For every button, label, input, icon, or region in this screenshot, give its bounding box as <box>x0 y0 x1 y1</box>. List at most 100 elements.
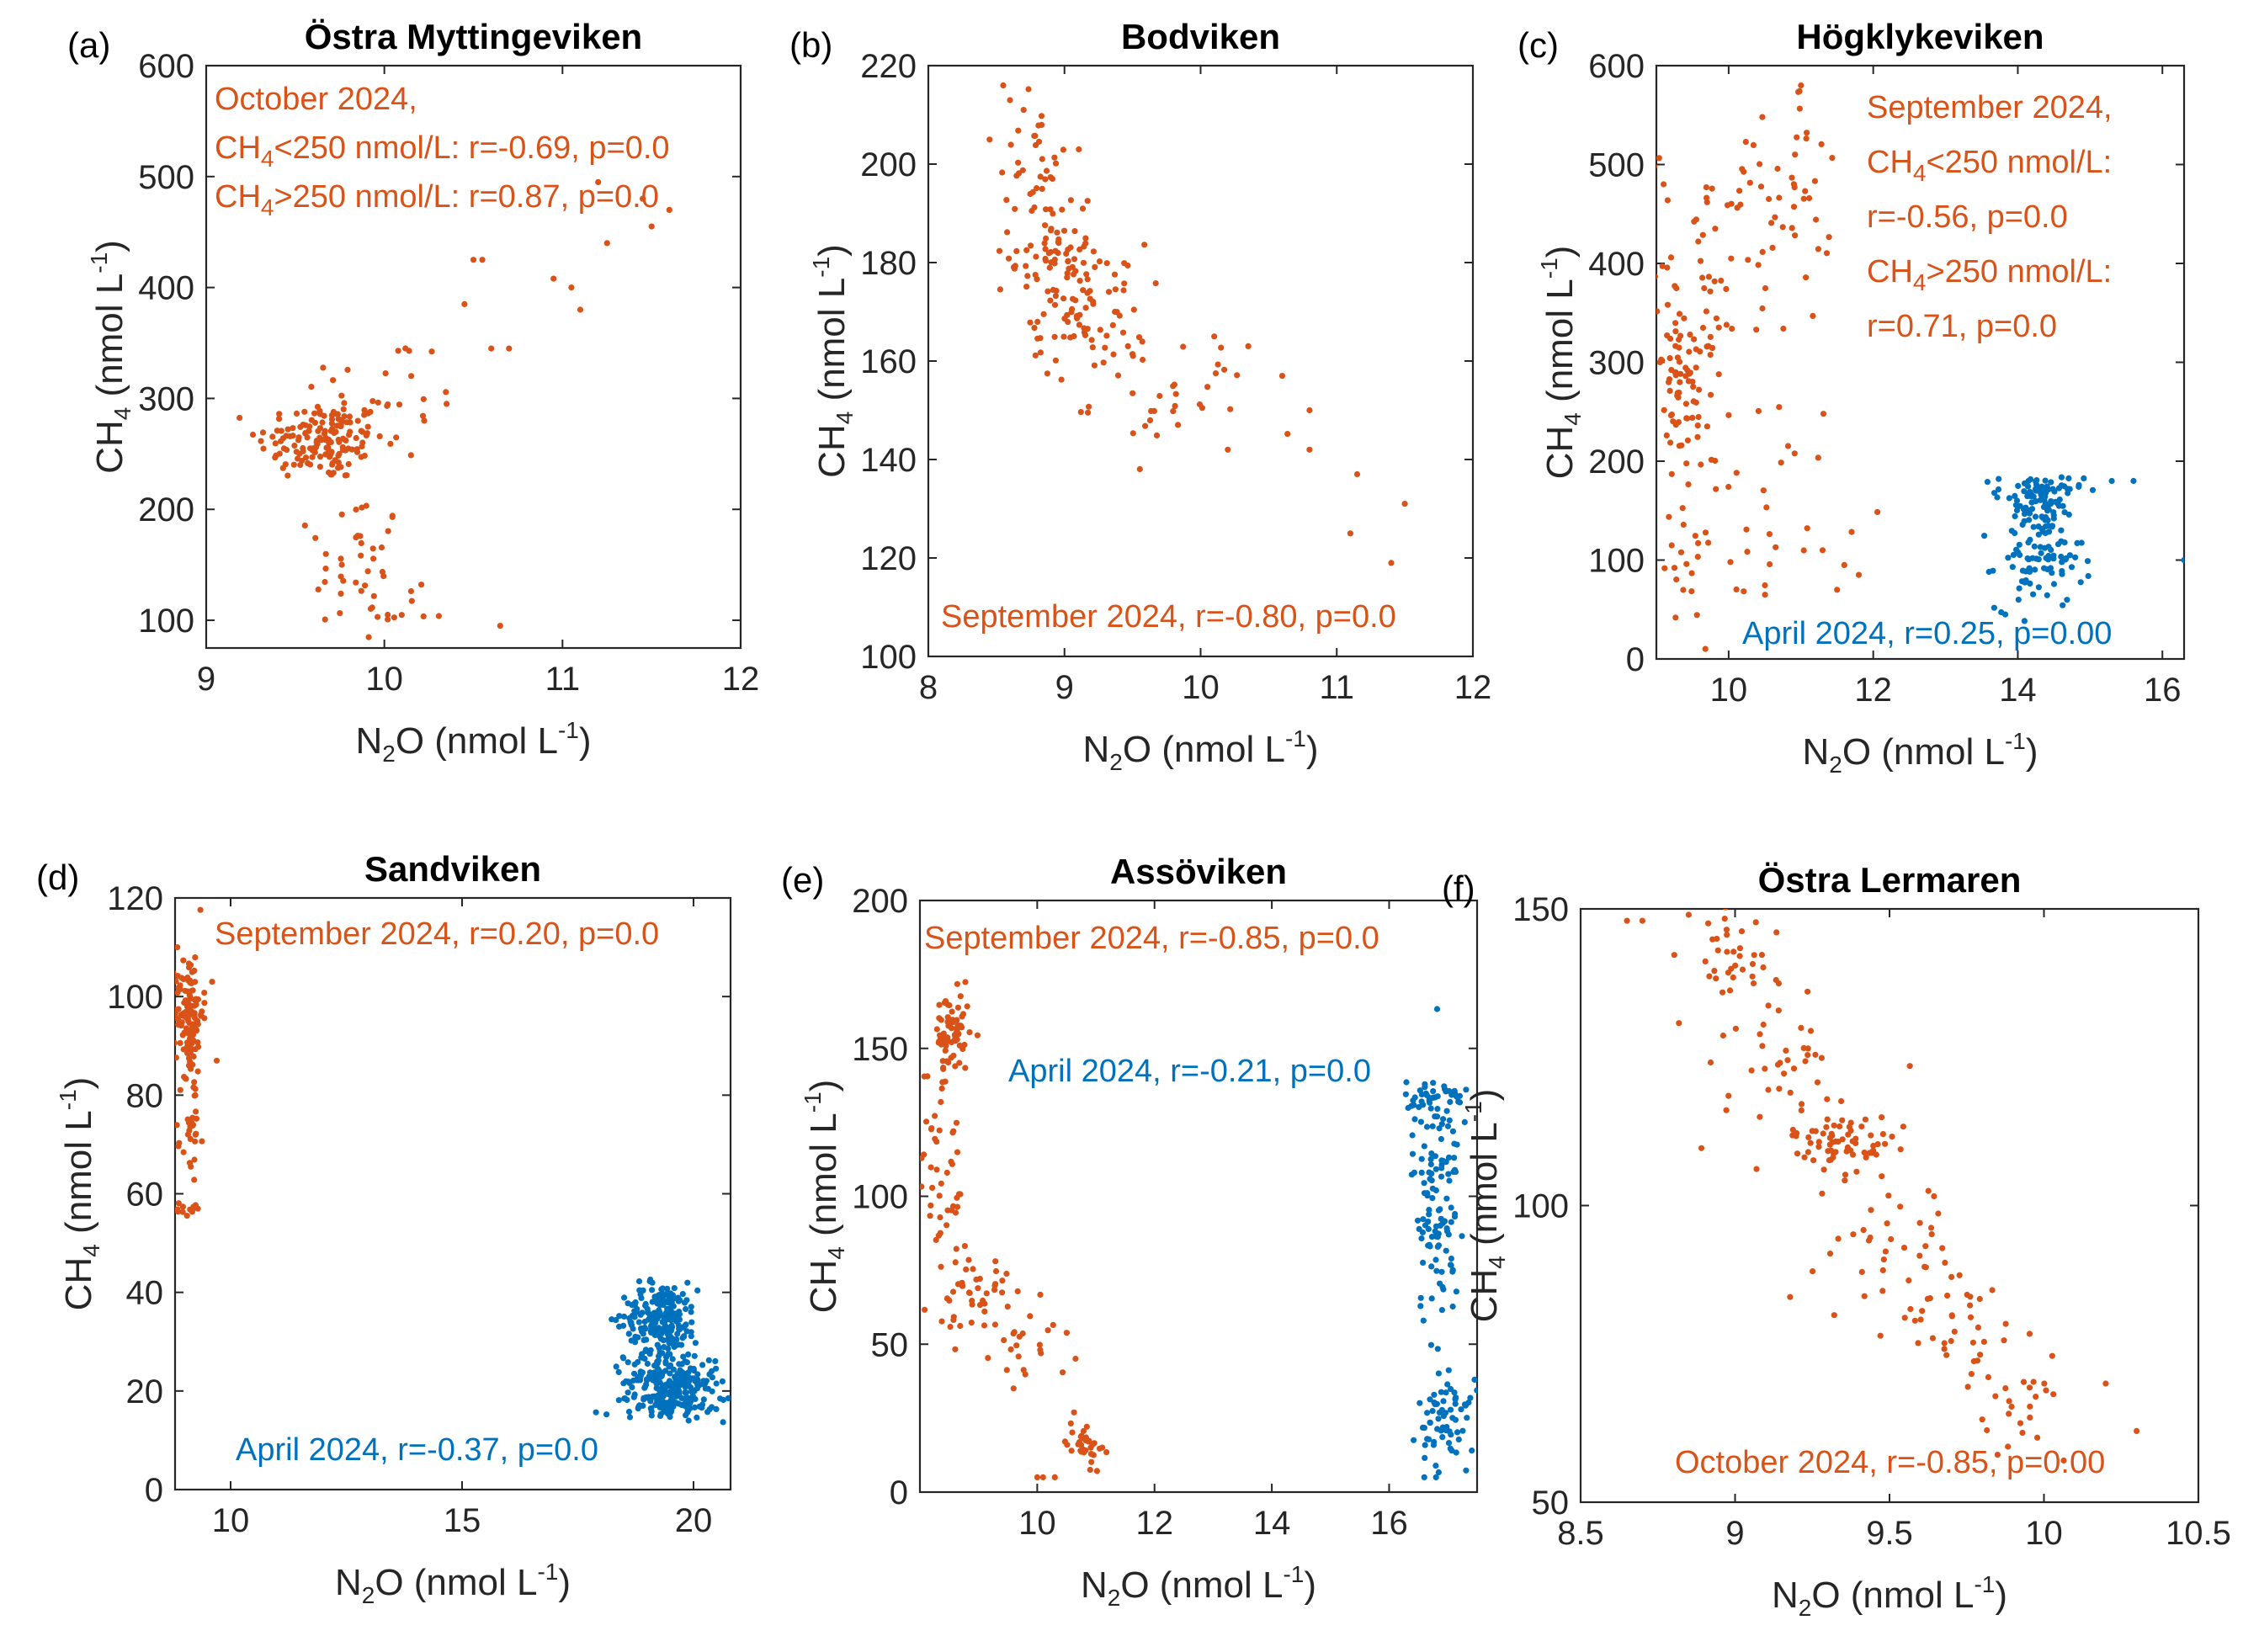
data-point <box>1084 198 1091 205</box>
data-point <box>1092 263 1098 270</box>
data-point <box>1699 274 1706 281</box>
data-point <box>1889 1134 1895 1140</box>
y-tick-label: 100 <box>107 979 163 1016</box>
data-point <box>1451 1155 1458 1161</box>
x-axis-title: N2​O (nmol L-1​) <box>1081 1561 1316 1611</box>
data-point <box>688 1319 695 1325</box>
data-point <box>954 1194 960 1201</box>
data-point <box>1874 1141 1881 1148</box>
data-point <box>1712 457 1719 465</box>
data-point <box>1454 1429 1461 1436</box>
data-point <box>2084 558 2092 565</box>
data-point <box>1452 1210 1459 1218</box>
x-tick-label: 11 <box>545 661 581 698</box>
data-point <box>1013 247 1020 254</box>
data-point <box>1718 277 1725 284</box>
panel-title: Bodviken <box>1121 17 1280 56</box>
data-point <box>647 1347 654 1353</box>
data-point <box>175 978 179 985</box>
data-point <box>1800 547 1807 554</box>
data-point <box>1781 53 1787 59</box>
data-point <box>1730 948 1737 955</box>
data-point <box>2047 565 2054 571</box>
data-point <box>644 1360 651 1368</box>
data-point <box>709 1374 716 1381</box>
x-tick-label: 10 <box>1710 672 1748 709</box>
data-point <box>1668 542 1675 549</box>
data-point <box>184 1131 191 1138</box>
series-blue <box>1402 1006 1477 1480</box>
data-point <box>2061 509 2068 516</box>
data-point <box>2031 543 2038 550</box>
data-point <box>1897 1146 1904 1153</box>
y-tick-label: 400 <box>1588 246 1645 283</box>
data-point <box>1991 604 1997 611</box>
y-tick-label: 0 <box>890 1474 908 1511</box>
data-point <box>177 982 183 989</box>
data-point <box>712 1357 719 1364</box>
data-point <box>1789 1132 1796 1139</box>
data-point <box>1879 1173 1885 1180</box>
data-point <box>328 416 336 422</box>
data-point <box>1170 383 1177 390</box>
data-point <box>667 1397 674 1404</box>
data-point <box>1712 226 1719 232</box>
data-point <box>944 1034 951 1041</box>
data-point <box>1042 258 1050 264</box>
x-tick-label: 10 <box>1182 669 1220 706</box>
x-axis-title: N2​O (nmol L-1​) <box>1802 728 2038 778</box>
data-point <box>321 412 327 419</box>
data-point <box>1010 263 1018 271</box>
data-point <box>954 1004 961 1011</box>
data-point <box>1025 86 1032 93</box>
data-point <box>1943 1352 1950 1358</box>
data-point <box>621 1395 628 1402</box>
data-point <box>1081 329 1088 336</box>
data-point <box>920 1183 925 1190</box>
data-point <box>1083 271 1090 278</box>
data-point <box>953 1246 959 1252</box>
data-point <box>1449 1267 1456 1273</box>
data-point <box>1773 976 1779 984</box>
data-point <box>1676 1020 1682 1027</box>
data-point <box>625 1389 631 1396</box>
data-point <box>720 1419 726 1426</box>
data-point <box>956 1060 963 1066</box>
data-point <box>950 1052 957 1059</box>
data-point <box>1705 920 1712 927</box>
data-point <box>2017 1420 2024 1426</box>
data-point <box>1452 1168 1459 1176</box>
data-point <box>2021 511 2028 518</box>
data-point <box>922 1306 928 1313</box>
data-point <box>175 1200 182 1207</box>
data-point <box>1446 1177 1453 1184</box>
data-point <box>992 1281 999 1288</box>
data-point <box>1702 645 1709 652</box>
data-point <box>389 513 396 520</box>
annotation-orange: October 2024, <box>215 82 417 117</box>
data-point <box>2016 541 2022 548</box>
data-point <box>1135 334 1143 341</box>
panel-letter: (e) <box>781 860 824 900</box>
data-point <box>1695 539 1702 547</box>
data-point <box>398 612 405 619</box>
data-point <box>689 1388 697 1394</box>
data-point <box>2015 482 2022 490</box>
data-point <box>1803 274 1810 281</box>
data-point <box>2085 572 2092 580</box>
data-point <box>666 206 672 213</box>
data-point <box>1052 357 1059 364</box>
data-point <box>1768 220 1775 226</box>
data-point <box>921 1073 927 1080</box>
data-point <box>2035 531 2042 538</box>
data-point <box>184 1030 191 1037</box>
data-point <box>568 284 575 291</box>
data-point <box>625 1331 632 1337</box>
data-point <box>679 1291 686 1298</box>
data-point <box>369 545 376 552</box>
series-orange <box>1624 909 2140 1464</box>
data-point <box>420 396 427 402</box>
data-point <box>293 410 300 417</box>
data-point <box>194 996 201 1003</box>
data-point <box>683 1321 689 1328</box>
